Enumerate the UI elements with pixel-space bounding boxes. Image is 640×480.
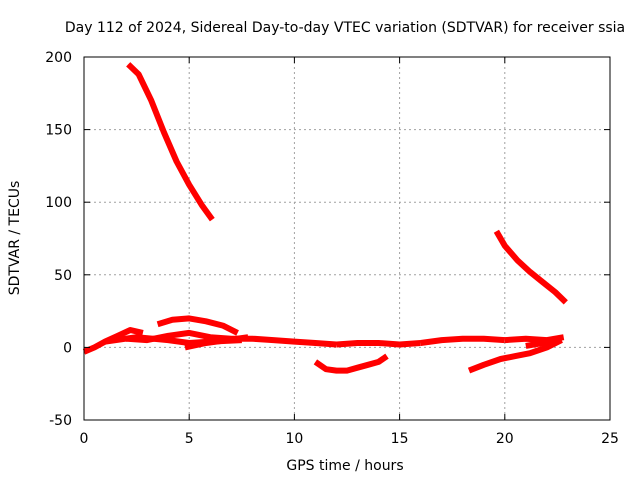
series-arc-7 <box>184 334 249 351</box>
y-tick-label: 50 <box>54 268 72 284</box>
x-axis-label: GPS time / hours <box>286 458 403 474</box>
x-tick-label: 10 <box>285 431 303 447</box>
y-axis-label: SDTVAR / TECUs <box>7 181 23 296</box>
y-tick-label: 0 <box>63 340 72 356</box>
y-tick-label: 150 <box>45 123 72 139</box>
x-tick-label: 25 <box>601 431 619 447</box>
data-series <box>82 62 568 374</box>
series-arc-13 <box>525 335 561 349</box>
plot-frame <box>83 56 611 421</box>
grid-lines <box>84 57 610 420</box>
series-arc-9 <box>336 340 421 348</box>
series-arc-5 <box>156 315 239 336</box>
series-arc-10 <box>420 335 505 346</box>
x-tick-label: 20 <box>496 431 514 447</box>
y-tick-label: -50 <box>49 413 72 429</box>
x-tick-label: 5 <box>185 431 194 447</box>
series-arc-1 <box>126 62 215 222</box>
chart-title: Day 112 of 2024, Sidereal Day-to-day VTE… <box>65 20 625 36</box>
axis-ticks: 0 5 10 15 20 25 -50 0 50 100 150 200 <box>45 50 619 447</box>
series-arc-11 <box>467 337 563 374</box>
series-arc-2 <box>493 229 568 305</box>
series-arc-8 <box>313 353 389 374</box>
x-tick-label: 0 <box>80 431 89 447</box>
y-tick-label: 100 <box>45 195 72 211</box>
x-tick-label: 15 <box>391 431 409 447</box>
y-tick-label: 200 <box>45 50 72 66</box>
